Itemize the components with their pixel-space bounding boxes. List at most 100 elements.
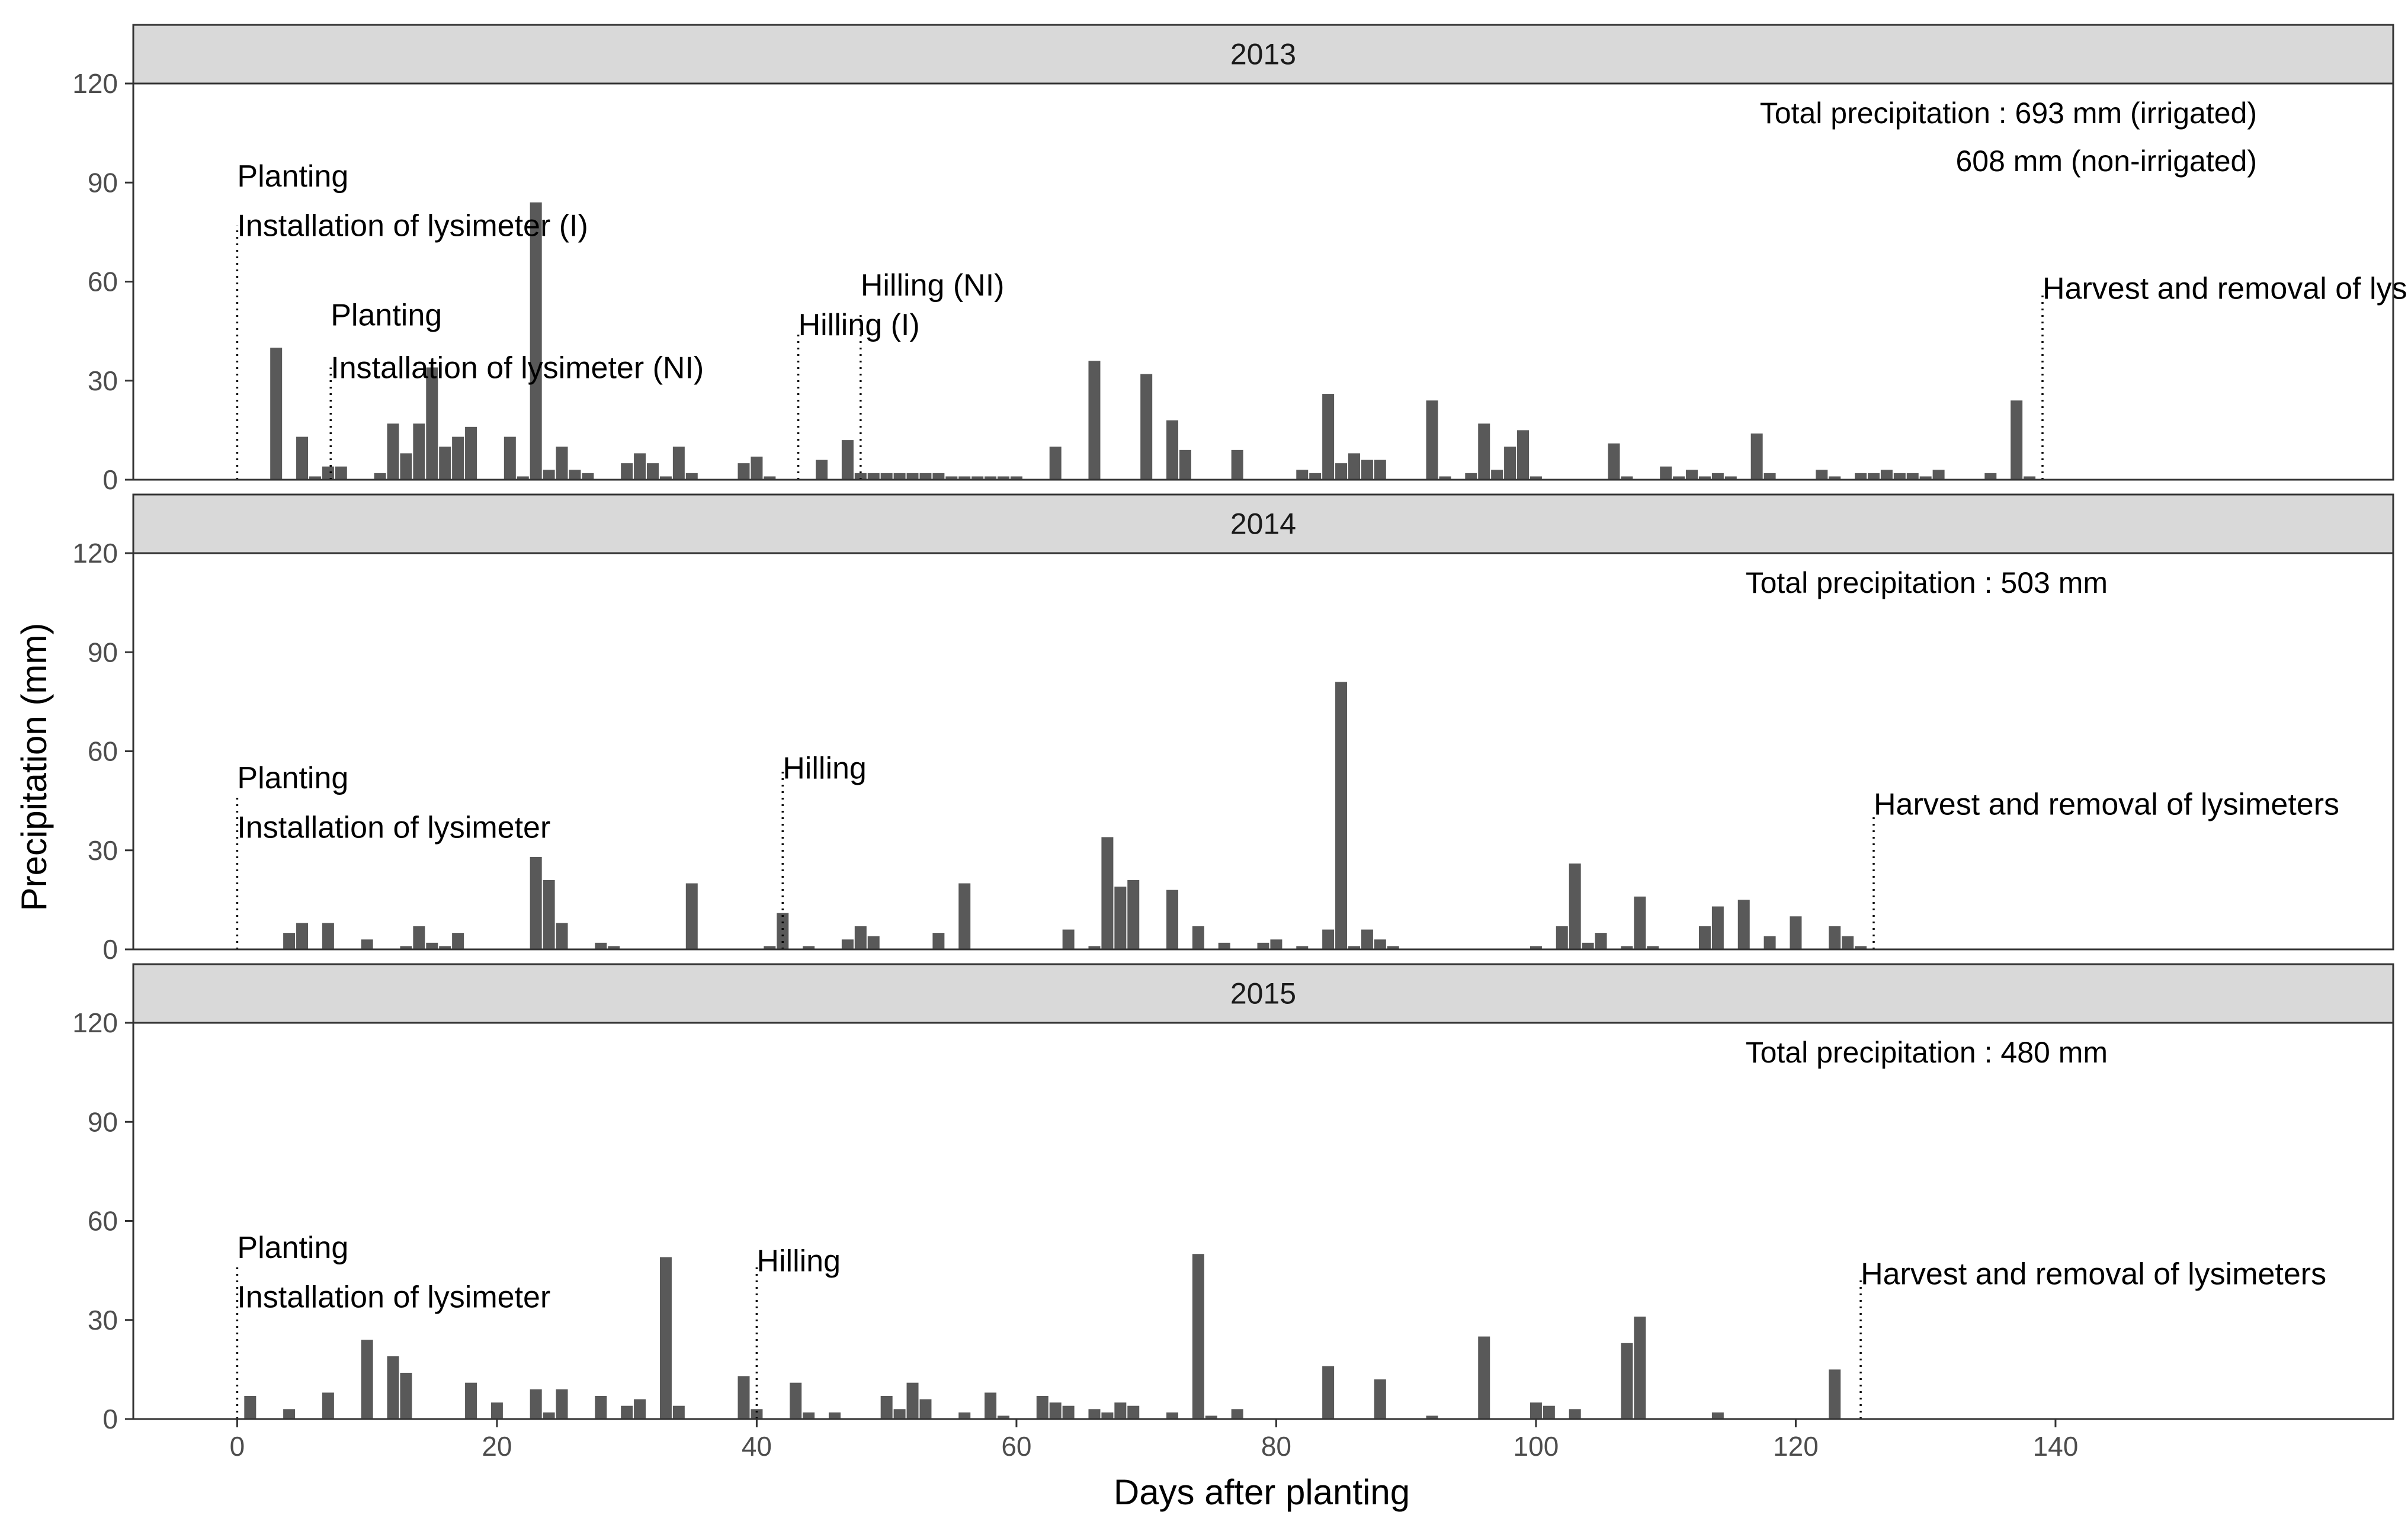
precip-bar [867,936,880,949]
precip-bar [1517,430,1530,480]
precip-bar [1101,1412,1114,1419]
precip-bar [906,1382,919,1419]
precip-bar [452,436,464,480]
event-label: Planting [331,298,442,332]
precip-bar [880,473,893,480]
facet-strip-label: 2015 [1230,977,1296,1010]
event-label: Hilling (I) [799,308,920,342]
precip-bar [1205,1415,1217,1419]
precip-bar [1984,473,1997,480]
precip-bar [621,1405,633,1419]
panel-2015: 2015 0 30 60 90 120 Planting Installation of ly… [72,963,2394,1434]
precip-bar [1621,946,1633,949]
precip-bar [1698,926,1711,949]
y-tick-label: 60 [88,1206,118,1237]
precip-bar [1855,946,1867,949]
precip-bar [439,946,451,949]
precip-bar [452,933,464,949]
event-label: Planting [237,159,348,194]
total-precipitation-text: Total precipitation : 480 mm [1746,1036,2108,1069]
event-label: Harvest and removal of lysimeters [1874,788,2339,822]
precip-bar [1724,476,1737,480]
precip-bar [1322,1366,1335,1419]
x-tick-label: 80 [1261,1431,1291,1462]
precip-bar [867,473,880,480]
precip-bar [1062,1405,1075,1419]
precip-bar [672,447,685,480]
precip-bar [1426,400,1438,480]
precip-bar [790,1382,802,1419]
x-tick-label: 120 [1773,1431,1819,1462]
precip-bar [296,436,309,480]
precip-bar [1711,906,1724,949]
precip-bar [335,466,347,480]
precip-bar [958,1412,971,1419]
precip-bar [1335,463,1348,480]
precip-bar [465,1382,477,1419]
precip-bar [1932,470,1945,480]
precip-bar [1374,460,1386,480]
precip-bar [1621,476,1633,480]
y-tick-label: 0 [102,934,118,965]
precip-bar [1829,476,1841,480]
precip-bar [1361,929,1373,949]
precip-bar [1634,1317,1646,1419]
precip-bar [270,348,283,480]
precip-bar [569,470,581,480]
event-label: Harvest and removal of lysimeters [1861,1257,2326,1292]
y-tick-label: 60 [88,736,118,767]
precip-bar [634,453,646,480]
precip-bar [1387,946,1399,949]
precip-bar [595,942,607,949]
precip-bar [595,1395,607,1419]
x-tick-label: 20 [482,1431,512,1462]
precip-bar [244,1395,256,1419]
precip-bar [556,1389,568,1419]
precip-bar [543,879,555,949]
precip-bar [1140,374,1153,480]
x-tick-label: 40 [742,1431,772,1462]
precip-bar [400,946,412,949]
precip-bar [1049,1402,1062,1419]
precip-bar [659,476,672,480]
panel-2013: 2013 0 30 60 90 120 Planting Installation of ly… [72,24,2408,495]
precip-bar [1855,473,1867,480]
precip-bar [647,463,659,480]
precip-bar [1439,476,1451,480]
y-tick-label: 60 [88,267,118,297]
precip-bar [1478,1336,1490,1419]
plot-area [133,1023,2393,1419]
precip-bar [1608,443,1620,480]
precip-bar [556,923,568,949]
precip-bar [361,939,373,949]
precip-bar [1504,447,1516,480]
precip-bar [556,447,568,480]
precip-bar [1270,939,1282,949]
y-tick-label: 90 [88,1106,118,1137]
precip-bar [893,1409,906,1419]
precip-bar [751,456,763,480]
precip-bar [283,933,296,949]
precip-bar [1127,1405,1140,1419]
precip-bar [1192,1254,1204,1419]
precip-bar [958,476,971,480]
precip-bar [1296,946,1309,949]
x-tick-label: 0 [230,1431,245,1462]
precip-bar [1893,473,1906,480]
y-tick-label: 90 [88,167,118,198]
facet-strip-label: 2013 [1230,38,1296,71]
precip-bar [1829,926,1841,949]
precip-bar [1556,926,1568,949]
event-label: Installation of lysimeter [237,1280,550,1315]
precip-bar [2011,400,2023,480]
facet-strip-label: 2014 [1230,508,1296,541]
precip-bar [1686,470,1698,480]
precip-bar [400,1372,412,1419]
precip-bar [997,476,1009,480]
precip-bar [1711,1412,1724,1419]
precip-bar [2024,476,2036,480]
y-tick-label: 30 [88,1305,118,1336]
precip-bar [764,476,776,480]
precip-bar [1088,361,1101,480]
precip-bar [634,1399,646,1419]
